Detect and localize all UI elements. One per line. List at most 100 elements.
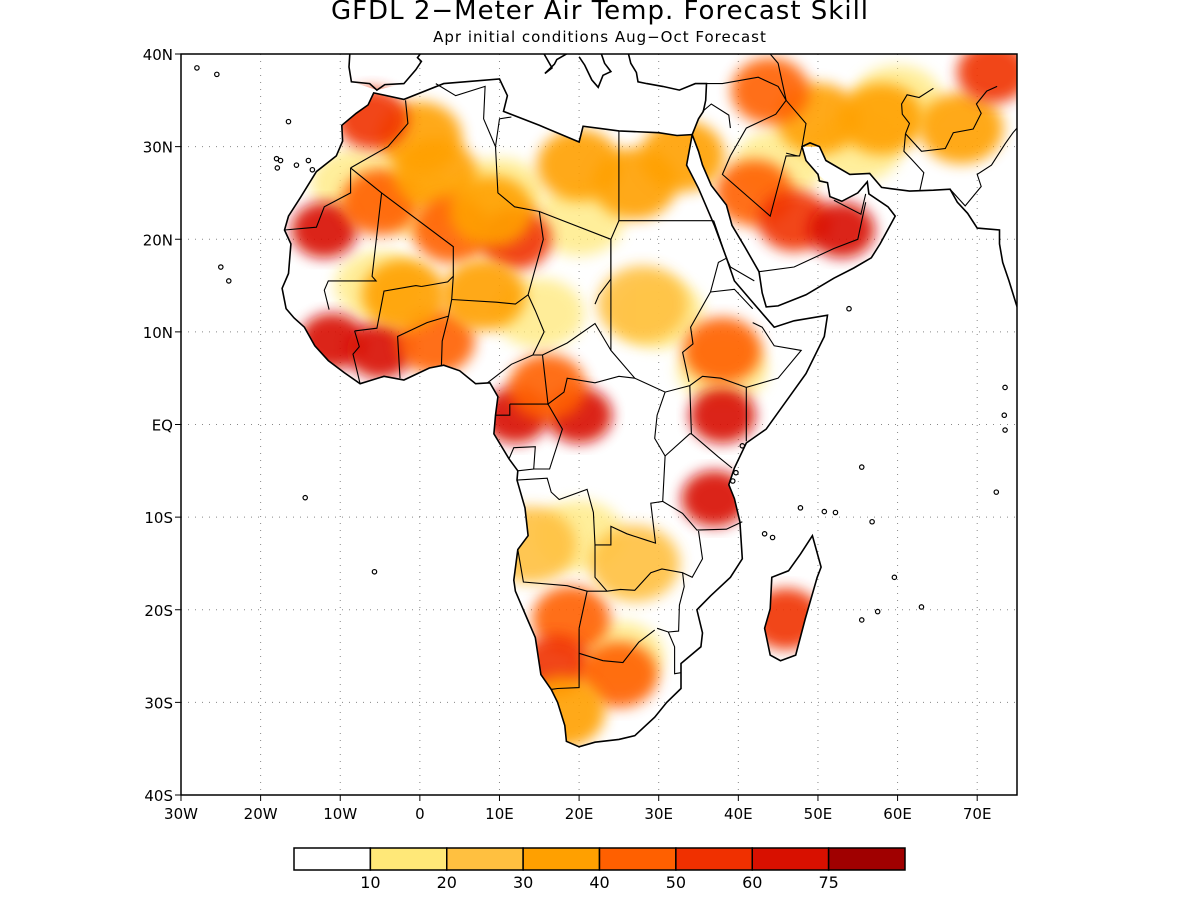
country-border (949, 127, 1017, 207)
lat-label: EQ (152, 417, 173, 435)
island (733, 469, 739, 476)
island (874, 608, 881, 615)
country-border (354, 285, 422, 332)
skill-region (689, 387, 756, 444)
country-border (706, 76, 787, 157)
island (761, 530, 768, 537)
country-border (494, 116, 512, 147)
colorbar-swatch (369, 847, 448, 871)
lon-label: 20W (244, 805, 278, 823)
country-border (758, 202, 867, 273)
skill-region (683, 317, 762, 384)
skill-region (449, 175, 534, 248)
colorbar-label: 40 (589, 873, 609, 892)
country-border (721, 146, 803, 218)
island (832, 509, 839, 516)
skill-region (441, 259, 526, 331)
island (729, 478, 736, 484)
country-border (689, 385, 692, 434)
colorbar-swatch (751, 847, 830, 871)
colorbar-swatch (827, 847, 906, 871)
country-border (284, 167, 352, 231)
country-border (905, 85, 998, 152)
skill-region (291, 201, 358, 259)
island (1002, 384, 1008, 391)
colorbar-label: 10 (360, 873, 380, 892)
country-border (495, 404, 511, 416)
country-border (713, 220, 727, 258)
country-border (903, 133, 925, 191)
country-border (352, 330, 361, 384)
country-border (578, 591, 588, 629)
country-border (551, 628, 580, 690)
country-border (667, 631, 682, 675)
country-border (710, 288, 754, 310)
country-border (610, 243, 747, 393)
lon-label: 10E (485, 805, 514, 823)
colorbar-label: 50 (666, 873, 686, 892)
country-borders (284, 54, 1017, 690)
map-subtitle: Apr initial conditions Aug−Oct Forecast (433, 28, 767, 46)
skill-region (597, 265, 688, 343)
island (1001, 412, 1008, 419)
country-border (451, 294, 529, 305)
lat-label: 30S (144, 694, 173, 712)
longitude-labels: 30W 20W 10W 0 10E 20E 30E 40E 50E 60E 70E (164, 795, 991, 823)
lon-label: 60E (883, 805, 912, 823)
country-border (508, 446, 536, 472)
country-border (833, 193, 867, 216)
lat-label: 10N (143, 324, 173, 342)
island (858, 617, 865, 623)
island (309, 166, 316, 173)
skill-region (957, 54, 1017, 104)
country-border (901, 87, 934, 134)
colorbar-swatch (598, 847, 677, 871)
skill-region (839, 83, 924, 155)
country-border (350, 100, 409, 169)
lat-label: 10S (144, 509, 173, 527)
country-border (746, 322, 803, 388)
country-border (350, 167, 454, 288)
lon-label: 20E (565, 805, 594, 823)
lat-label: 30N (143, 139, 173, 157)
country-border (725, 257, 755, 282)
lat-label: 40N (143, 46, 173, 64)
lat-label: 20N (143, 231, 173, 249)
island (214, 71, 220, 78)
country-border (578, 629, 656, 664)
island (797, 505, 804, 511)
skill-region (808, 201, 875, 259)
country-border (516, 391, 666, 546)
country-border (662, 500, 743, 531)
colorbar-label: 20 (437, 873, 457, 892)
country-border (702, 103, 731, 129)
island (769, 534, 776, 541)
lon-label: 30E (644, 805, 673, 823)
island (285, 118, 292, 125)
islands (194, 65, 1008, 623)
lat-label: 40S (144, 787, 173, 805)
skill-region (361, 259, 446, 331)
country-border (487, 354, 534, 384)
island (1002, 427, 1008, 433)
colorbar-swatch (675, 847, 753, 871)
colorbar-swatch (522, 847, 601, 871)
skill-region (919, 92, 1004, 164)
country-border (785, 152, 798, 157)
island (891, 574, 898, 581)
lon-label: 0 (415, 805, 425, 823)
island (293, 162, 300, 168)
island (858, 464, 865, 470)
island (273, 155, 280, 162)
country-border (533, 403, 563, 470)
island (739, 443, 746, 449)
lon-label: 40E (724, 805, 753, 823)
lon-label: 10W (323, 805, 357, 823)
country-border (682, 530, 704, 579)
island (993, 489, 1000, 495)
island (225, 278, 232, 284)
country-border (397, 315, 449, 379)
skill-region (731, 57, 810, 125)
skill-region (508, 354, 587, 421)
